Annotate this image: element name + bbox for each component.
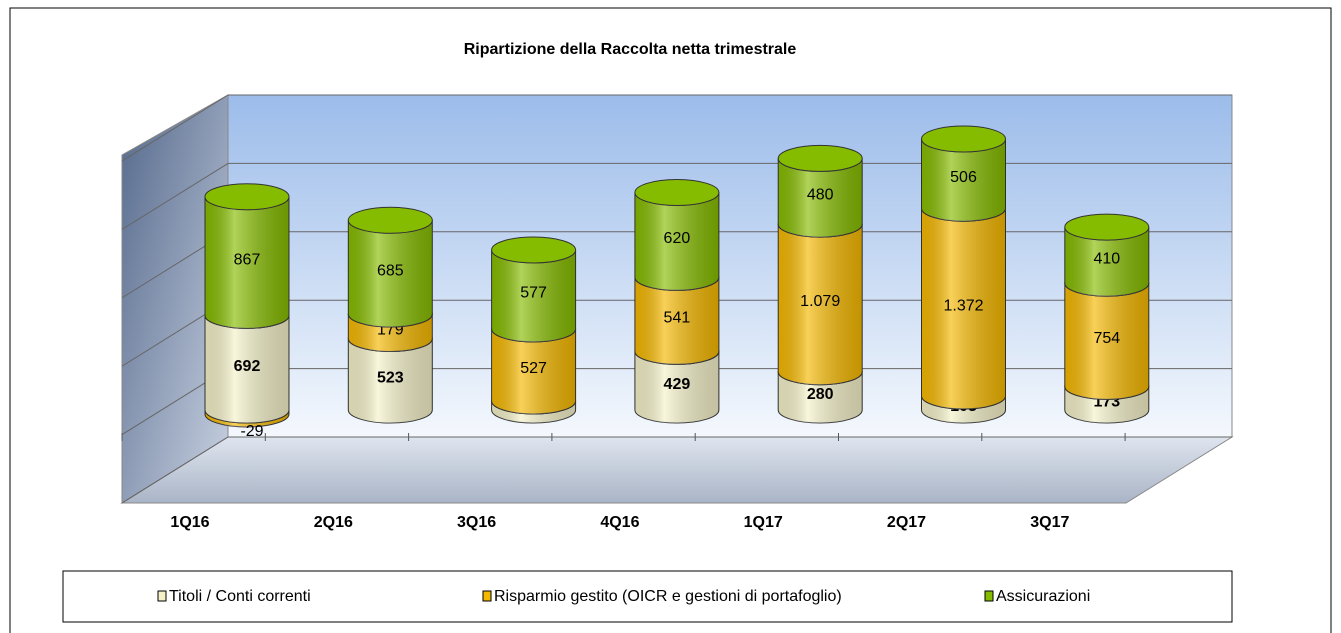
frame (9, 7, 1332, 633)
legend-swatch (482, 590, 492, 602)
cylinder-shade (778, 224, 863, 385)
value-label: 1.079 (800, 293, 840, 310)
cylinder-top (777, 144, 863, 172)
cylinder-shade (491, 400, 576, 423)
cylinder-shade (205, 315, 289, 423)
value-label: 692 (234, 358, 261, 375)
cylinder-top (347, 206, 433, 234)
cylinder-shade (634, 192, 719, 291)
value-label: 577 (520, 285, 547, 302)
value-label: 523 (377, 369, 404, 386)
cylinder-shade (921, 208, 1006, 409)
x-tick-label: 2Q16 (314, 514, 353, 531)
legend (62, 570, 1233, 623)
floor (120, 436, 1234, 504)
value-label: 280 (807, 386, 834, 403)
value-label: 620 (664, 230, 691, 247)
value-label: 685 (377, 262, 404, 279)
cylinder-top (1064, 213, 1150, 241)
cylinder-top (491, 236, 577, 264)
legend-swatch (984, 590, 994, 602)
cylinder-shade (1064, 283, 1149, 400)
x-tick-label: 4Q16 (600, 514, 639, 531)
cylinder-top (204, 183, 290, 211)
cylinder-shade (205, 196, 289, 329)
cylinder-shade (491, 328, 576, 414)
value-label: 867 (234, 251, 261, 268)
cylinder-top (921, 125, 1006, 153)
x-tick-label: 1Q17 (744, 514, 783, 531)
cylinder-shade (778, 158, 863, 238)
x-tick-label: 2Q17 (887, 514, 926, 531)
chart-title: Ripartizione della Raccolta netta trimes… (464, 41, 797, 58)
value-label: 480 (807, 186, 834, 203)
cylinder-top (634, 178, 720, 206)
cylinder-shade (634, 351, 719, 423)
cylinder-shade (348, 220, 433, 327)
cylinder-shade (1064, 386, 1149, 424)
cylinder-shade (1064, 227, 1149, 297)
value-label: 429 (664, 376, 691, 393)
cylinder-shade (348, 313, 433, 352)
x-tick-label: 3Q17 (1030, 514, 1069, 531)
value-label: 754 (1093, 330, 1120, 347)
x-tick-label: 3Q16 (457, 514, 496, 531)
grid-line (121, 162, 229, 230)
value-label: 541 (664, 310, 691, 327)
value-label: 506 (950, 169, 977, 186)
cylinder-shade (921, 395, 1006, 424)
legend-label: Titoli / Conti correnti (169, 588, 311, 605)
cylinder-shade (778, 371, 863, 424)
cylinder-shade (634, 277, 719, 365)
grid-line (121, 94, 229, 162)
value-label: -29 (240, 423, 263, 440)
cylinder-shade (348, 338, 433, 424)
value-label: 527 (520, 360, 547, 377)
legend-swatch (157, 590, 167, 602)
value-label: 1.372 (943, 297, 983, 314)
x-tick-label: 1Q16 (170, 514, 209, 531)
legend-label: Risparmio gestito (OICR e gestioni di po… (494, 588, 842, 605)
value-label: 410 (1093, 250, 1120, 267)
cylinder-shade (205, 410, 289, 427)
grid-line (121, 436, 229, 504)
legend-label: Assicurazioni (996, 588, 1090, 605)
cylinder-shade (921, 138, 1006, 222)
cylinder-shade (491, 249, 576, 342)
